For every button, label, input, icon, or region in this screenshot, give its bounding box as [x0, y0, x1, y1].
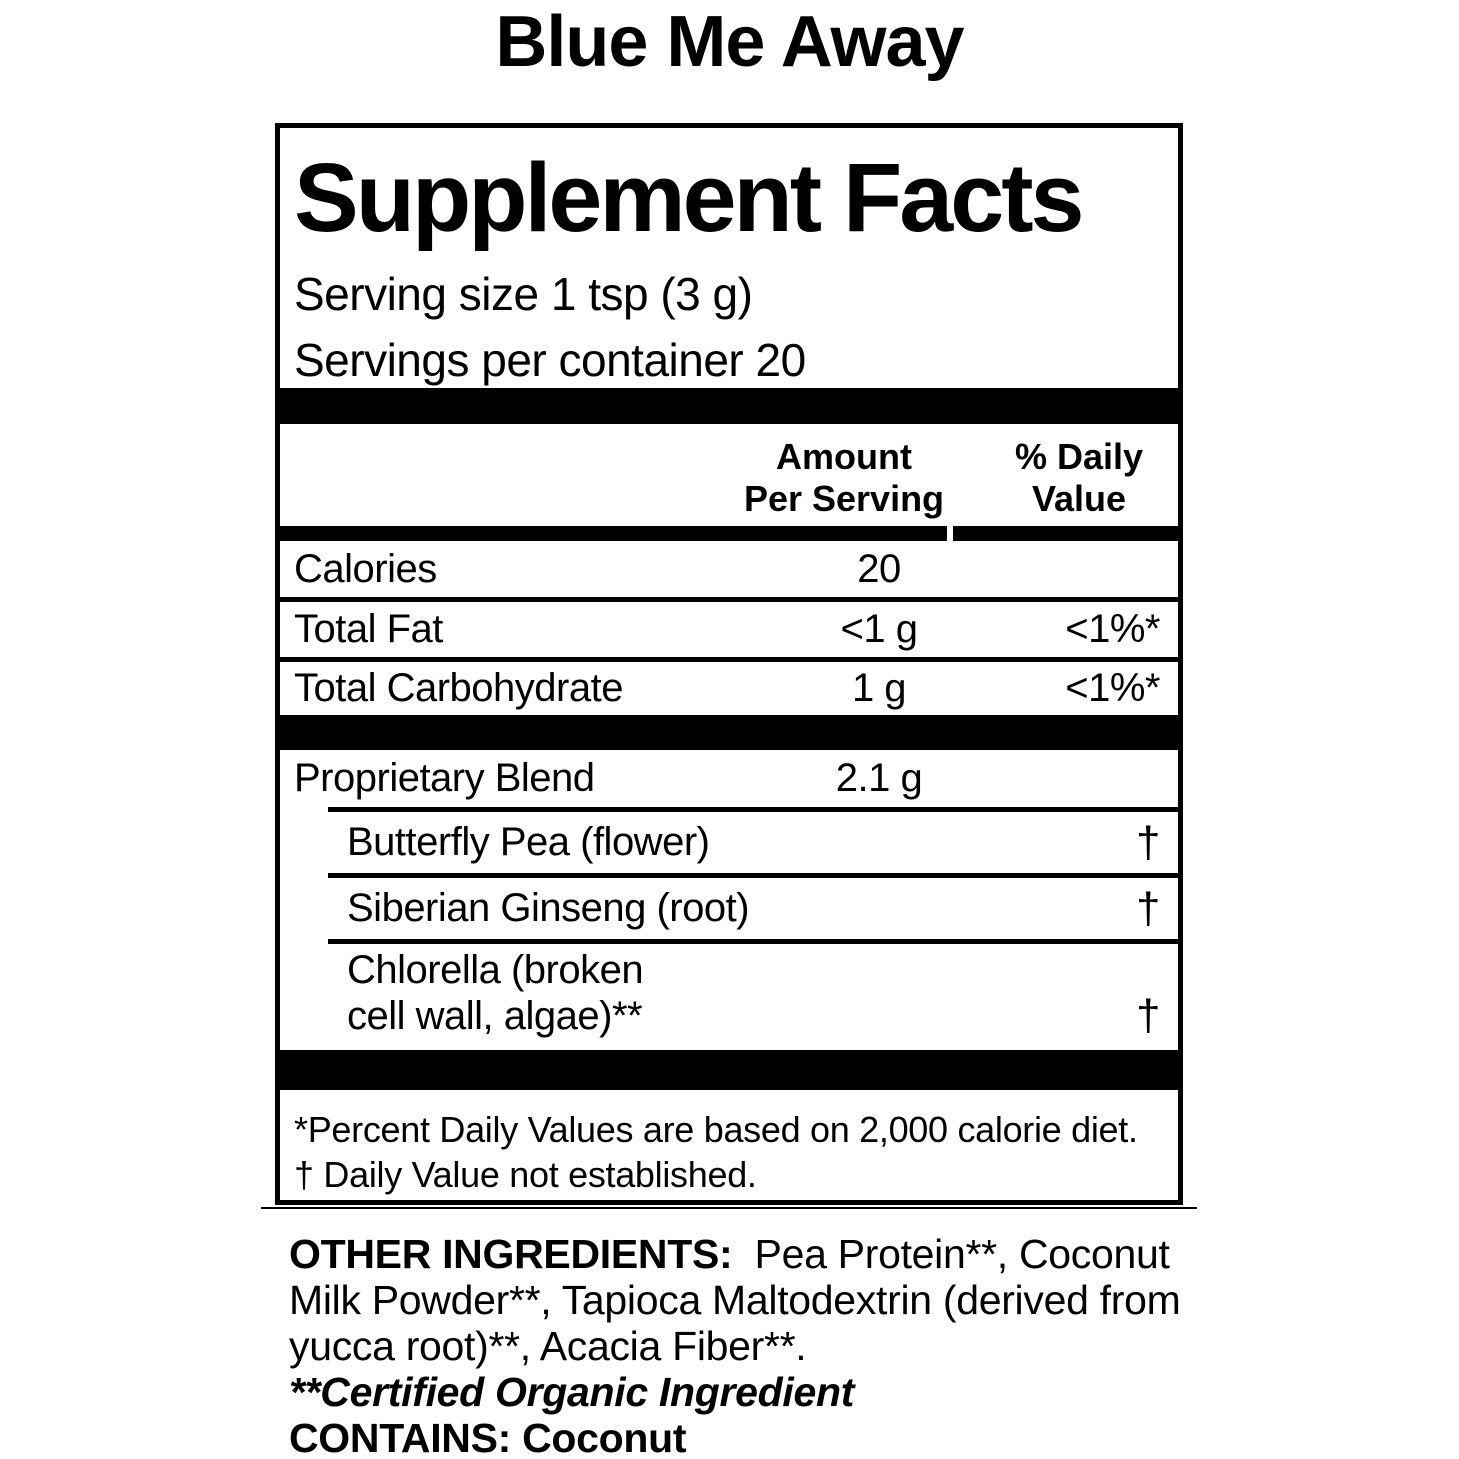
serving-size: Serving size 1 tsp (3 g) — [294, 268, 753, 320]
footnote-percent-daily-values: *Percent Daily Values are based on 2,000… — [294, 1109, 1138, 1150]
ingredient-name: Butterfly Pea (flower) — [347, 820, 710, 864]
panel-title: Supplement Facts — [294, 143, 1084, 252]
nutrient-name: Total Fat — [294, 607, 443, 651]
other-ingredients-line2: Milk Powder**, Tapioca Maltodextrin (der… — [289, 1277, 1181, 1323]
thick-divider-bar-middle — [280, 715, 1178, 750]
row-divider — [280, 657, 1178, 662]
proprietary-blend-row: Proprietary Blend 2.1 g — [294, 750, 1164, 807]
thick-divider-bar-top — [280, 388, 1178, 424]
indented-row-divider — [328, 807, 1178, 812]
ingredient-name-line2: cell wall, algae)** — [347, 994, 643, 1038]
other-ingredients-label: OTHER INGREDIENTS: — [289, 1231, 733, 1277]
column-header-row: Amount Per Serving % Daily Value — [294, 436, 1164, 520]
contains-statement: CONTAINS: Coconut — [289, 1415, 687, 1459]
product-title: Blue Me Away — [495, 2, 964, 82]
amount-cell: 20 — [857, 546, 901, 591]
other-ingredients-line3: yucca root)**, Acacia Fiber**. — [289, 1323, 807, 1369]
nutrient-row-total-carbohydrate: Total Carbohydrate 1 g <1%* — [294, 662, 1164, 715]
footnotes: *Percent Daily Values are based on 2,000… — [294, 1107, 1164, 1197]
dv-header-line1: % Daily — [1014, 436, 1144, 477]
amount-column-header: Amount Per Serving — [694, 436, 994, 520]
blend-name: Proprietary Blend — [294, 756, 595, 800]
nutrient-row-total-fat: Total Fat <1 g <1%* — [294, 602, 1164, 657]
daily-value-cell: <1%* — [1065, 666, 1160, 710]
medium-bar-left-segment — [280, 526, 947, 541]
ingredient-name: Siberian Ginseng (root) — [347, 886, 750, 930]
amount-cell: 2.1 g — [835, 756, 923, 800]
certified-organic-note: **Certified Organic Ingredient — [289, 1369, 855, 1415]
amount-cell: <1 g — [840, 607, 918, 651]
indented-row-divider — [328, 939, 1178, 944]
amount-cell: 1 g — [851, 666, 907, 710]
daily-value-cell: <1%* — [1065, 607, 1160, 651]
supplement-facts-panel: Supplement Facts Serving size 1 tsp (3 g… — [261, 123, 1197, 1209]
other-ingredients-line1: OTHER INGREDIENTS: Pea Protein**, Coconu… — [289, 1231, 1189, 1277]
ingredient-name: Chlorella (broken cell wall, algae)** — [294, 947, 994, 1039]
amount-header-line1: Amount — [776, 436, 912, 477]
other-ingredients-line1-rest: Pea Protein**, Coconut — [732, 1231, 1170, 1277]
other-ingredients-section: OTHER INGREDIENTS: Pea Protein**, Coconu… — [289, 1231, 1189, 1459]
nutrient-row-calories: Calories 20 — [294, 541, 1164, 597]
daily-value-column-header: % Daily Value — [994, 436, 1164, 520]
blend-ingredient-row-siberian-ginseng: Siberian Ginseng (root) † — [294, 878, 1164, 939]
blend-ingredient-row-chlorella: Chlorella (broken cell wall, algae)** † — [294, 944, 1164, 1043]
nutrient-name: Calories — [294, 546, 437, 591]
daily-value-cell: † — [1136, 991, 1160, 1040]
daily-value-cell: † — [1136, 883, 1160, 933]
servings-per-container: Servings per container 20 — [294, 334, 806, 386]
dv-header-line2: Value — [1031, 478, 1127, 519]
medium-bar-right-segment — [953, 526, 1178, 541]
daily-value-cell: † — [1136, 817, 1160, 867]
amount-header-line2: Per Serving — [743, 478, 945, 519]
indented-row-divider — [328, 873, 1178, 878]
blend-ingredient-row-butterfly-pea: Butterfly Pea (flower) † — [294, 812, 1164, 873]
ingredient-name-line1: Chlorella (broken — [347, 948, 644, 992]
header-spacer — [294, 436, 694, 520]
footnote-daily-value-not-established: † Daily Value not established. — [294, 1154, 757, 1195]
nutrient-name: Total Carbohydrate — [294, 666, 623, 710]
row-divider — [280, 597, 1178, 602]
thick-divider-bar-bottom — [280, 1050, 1178, 1090]
medium-divider-bar — [280, 526, 1178, 541]
